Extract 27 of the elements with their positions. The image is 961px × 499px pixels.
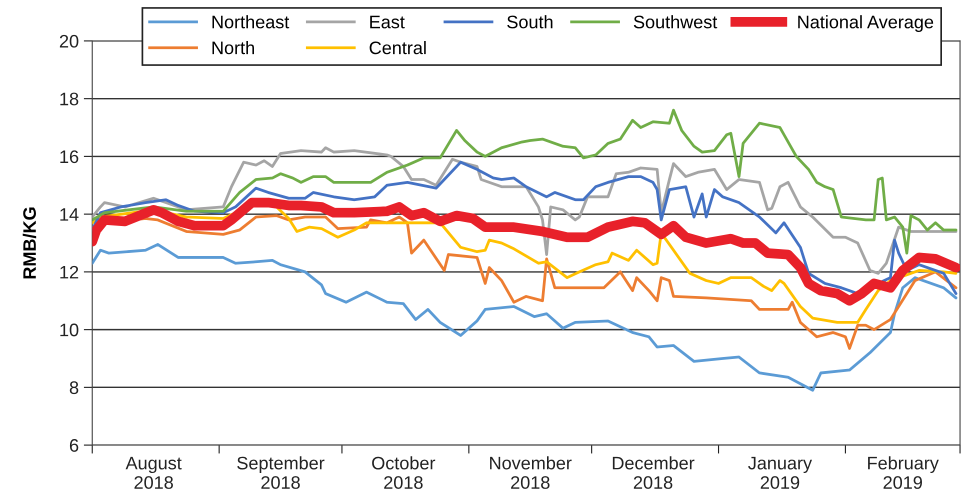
x-tick-label: September 2018 — [237, 456, 324, 489]
x-tick-label: January 2019 — [748, 456, 812, 489]
x-tick-label: November 2018 — [490, 456, 572, 489]
line-series — [92, 243, 958, 392]
legend-label: North — [212, 40, 254, 54]
legend-label: East — [370, 16, 405, 28]
y-tick-label: 14 — [60, 208, 79, 221]
legend-label: Central — [370, 40, 426, 54]
x-tick-label: December 2018 — [612, 456, 694, 489]
line-series — [92, 108, 958, 255]
y-tick-label: 20 — [60, 34, 78, 48]
y-axis-title: RMB/KG — [22, 208, 36, 278]
y-tick-label: 10 — [60, 324, 78, 336]
y-tick-label: 12 — [60, 266, 78, 278]
legend-label: South — [507, 15, 552, 28]
y-tick-label: 18 — [60, 92, 78, 106]
line-series — [92, 146, 958, 275]
legend-label: Southwest — [634, 15, 718, 28]
x-tick-label: August 2018 — [126, 456, 182, 489]
x-tick-label: February 2019 — [868, 456, 939, 489]
legend-label: National Average — [798, 15, 934, 32]
y-tick-label: 8 — [70, 381, 78, 394]
y-tick-label: 16 — [60, 150, 78, 164]
x-tick-label: October 2018 — [372, 456, 436, 489]
legend-label: Northeast — [212, 15, 290, 28]
y-tick-label: 6 — [70, 439, 78, 452]
line-series — [92, 160, 958, 295]
